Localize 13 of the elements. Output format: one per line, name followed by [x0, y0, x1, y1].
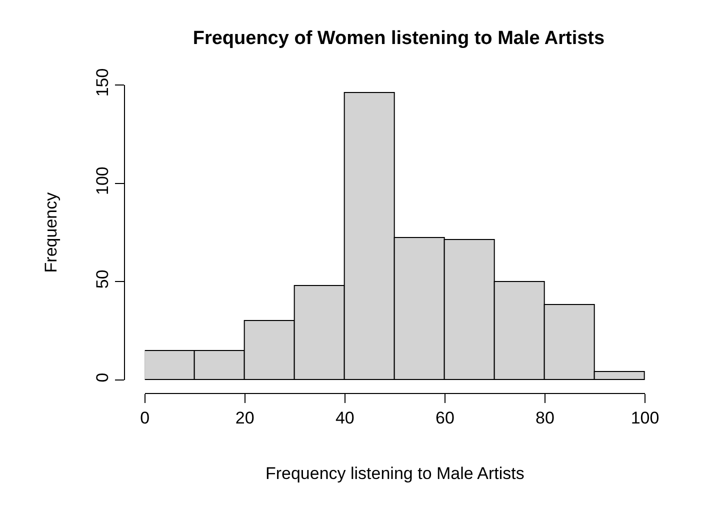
y-tick-label: 100 [93, 166, 112, 195]
y-tick-label: 50 [93, 270, 112, 289]
x-tick-label: 80 [536, 408, 554, 428]
x-tick-label: 100 [630, 408, 660, 428]
x-axis-title: Frequency listening to Male Artists [265, 464, 524, 483]
y-axis-title: Frequency [42, 192, 61, 273]
y-tick-label: 150 [93, 68, 112, 97]
y-tick-label: 0 [93, 372, 112, 382]
x-tick-label: 40 [335, 408, 354, 428]
chart-title: Frequency of Women listening to Male Artists [192, 28, 605, 49]
x-tick-label: 60 [435, 408, 454, 428]
x-tick-label: 20 [235, 408, 254, 428]
x-tick-label: 0 [140, 408, 150, 428]
